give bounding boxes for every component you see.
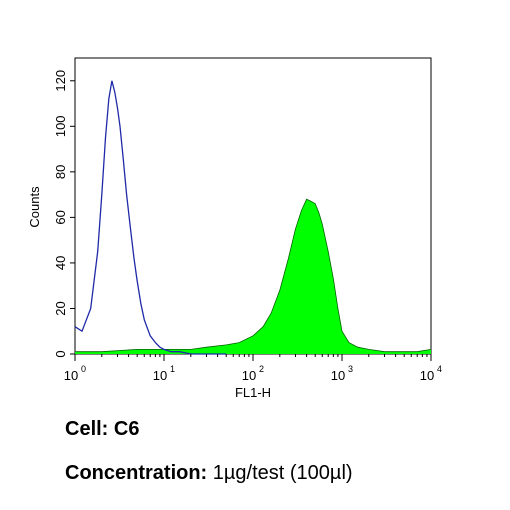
y-axis-title: Counts (27, 186, 42, 228)
y-tick-label: 80 (53, 165, 68, 179)
x-tick-exponent: 2 (259, 364, 264, 374)
y-tick-label: 20 (53, 301, 68, 315)
x-tick-label: 10 (242, 368, 256, 383)
filled-histogram-outline (75, 198, 432, 353)
cell-label: Cell: (65, 418, 109, 440)
x-axis-title: FL1-H (235, 385, 271, 400)
x-tick-label: 10 (153, 368, 167, 383)
x-tick-exponent: 4 (437, 364, 442, 374)
concentration-caption: Concentration: 1µg/test (100µl) (65, 462, 353, 485)
concentration-value: 1µg/test (100µl) (212, 462, 353, 484)
x-tick-exponent: 0 (81, 364, 86, 374)
x-tick-label: 10 (420, 368, 434, 383)
control-histogram-line (74, 80, 227, 355)
x-tick-label: 10 (331, 368, 345, 383)
x-tick-exponent: 3 (348, 364, 353, 374)
y-tick-label: 60 (53, 210, 68, 224)
y-tick-label: 120 (53, 70, 68, 92)
cell-value: C6 (113, 418, 140, 440)
x-tick-label: 10 (64, 368, 78, 383)
plot-frame (74, 57, 432, 355)
cell-caption: Cell: C6 (65, 418, 139, 441)
y-tick-label: 0 (53, 350, 68, 357)
y-tick-label: 100 (53, 115, 68, 137)
concentration-label: Concentration: (65, 462, 208, 484)
x-tick-exponent: 1 (170, 364, 175, 374)
y-tick-label: 40 (53, 256, 68, 270)
